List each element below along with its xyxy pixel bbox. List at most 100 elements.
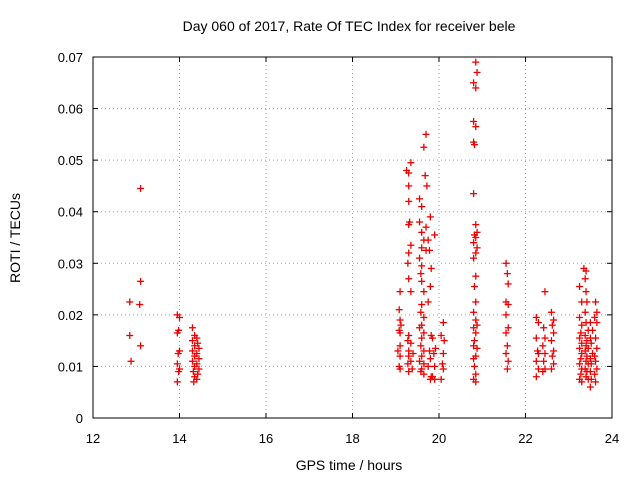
data-point	[193, 334, 201, 342]
data-point	[503, 270, 511, 278]
data-point	[540, 324, 548, 332]
data-point	[576, 334, 584, 342]
data-point	[592, 357, 600, 365]
data-point	[470, 355, 478, 363]
data-point	[422, 130, 430, 138]
data-point	[503, 342, 511, 350]
data-point	[473, 68, 481, 76]
data-point	[592, 298, 600, 306]
y-tick-label: 0.01	[58, 359, 83, 374]
x-tick-label: 14	[172, 431, 186, 446]
data-point	[418, 203, 426, 211]
y-tick-label: 0.07	[58, 50, 83, 65]
data-point	[577, 329, 585, 337]
data-point	[593, 319, 601, 327]
data-point	[577, 370, 585, 378]
data-point	[548, 352, 556, 360]
data-point	[395, 306, 403, 314]
data-point	[472, 234, 480, 241]
data-point	[407, 241, 415, 249]
data-point	[405, 169, 413, 177]
x-tick-label: 12	[86, 431, 100, 446]
data-point	[427, 264, 435, 272]
data-point	[473, 244, 481, 252]
data-point	[423, 182, 431, 190]
data-point	[431, 231, 439, 239]
data-point	[417, 308, 425, 316]
data-point	[470, 239, 478, 247]
data-point	[593, 344, 601, 352]
data-point	[541, 350, 549, 358]
data-point	[137, 185, 145, 193]
data-point	[417, 342, 425, 350]
data-point	[188, 347, 196, 355]
data-point	[582, 288, 590, 296]
chart-title: Day 060 of 2017, Rate Of TEC Index for r…	[183, 18, 516, 34]
data-point	[591, 313, 599, 321]
data-point	[421, 172, 429, 180]
data-point	[504, 301, 512, 309]
data-point	[539, 342, 547, 350]
data-point	[532, 313, 540, 321]
data-point	[532, 334, 540, 342]
data-point	[504, 280, 512, 288]
data-point	[470, 141, 478, 149]
data-point	[504, 324, 512, 332]
data-point	[587, 339, 595, 347]
data-point	[173, 378, 181, 386]
data-point	[422, 223, 430, 231]
y-tick-label: 0.02	[58, 308, 83, 323]
data-point	[592, 378, 600, 386]
data-point	[396, 316, 404, 324]
data-point	[396, 352, 404, 360]
data-point	[547, 337, 555, 345]
data-point	[405, 331, 413, 339]
data-point	[578, 378, 586, 386]
data-point	[586, 319, 594, 327]
data-point	[437, 375, 445, 383]
data-point	[576, 344, 584, 352]
data-point	[418, 228, 426, 236]
data-point	[420, 370, 428, 378]
data-point	[593, 365, 601, 373]
data-point	[418, 334, 426, 342]
data-point	[550, 316, 558, 324]
data-point	[582, 267, 590, 275]
axis-ticks	[92, 56, 613, 419]
data-point	[578, 321, 586, 329]
y-tick-label: 0.03	[58, 256, 83, 271]
data-point	[583, 298, 591, 306]
data-point	[440, 337, 448, 345]
data-point	[420, 288, 428, 296]
x-tick-label: 20	[432, 431, 446, 446]
data-point	[550, 329, 558, 337]
data-point	[472, 370, 480, 378]
data-point	[593, 308, 601, 316]
data-point	[472, 378, 480, 386]
data-point	[581, 275, 589, 283]
data-point	[587, 375, 595, 383]
data-point	[424, 236, 432, 244]
data-point	[502, 329, 510, 337]
data-point	[420, 313, 428, 321]
y-tick-label: 0	[76, 411, 83, 426]
data-point	[396, 288, 404, 296]
data-point	[420, 360, 428, 368]
data-point	[586, 355, 594, 363]
data-point	[173, 329, 181, 337]
data-point	[405, 182, 413, 190]
data-point	[547, 308, 555, 316]
data-point	[581, 331, 589, 339]
y-tick-label: 0.04	[58, 205, 83, 220]
data-point	[394, 347, 402, 355]
x-tick-label: 22	[518, 431, 532, 446]
data-point	[504, 357, 512, 365]
data-point	[502, 259, 510, 267]
data-point	[534, 350, 542, 358]
data-point	[188, 337, 196, 345]
y-tick-label: 0.05	[58, 153, 83, 168]
y-axis-title: ROTI / TECUs	[7, 193, 23, 283]
data-point	[430, 350, 438, 358]
data-point	[404, 259, 412, 267]
data-point	[405, 249, 413, 257]
